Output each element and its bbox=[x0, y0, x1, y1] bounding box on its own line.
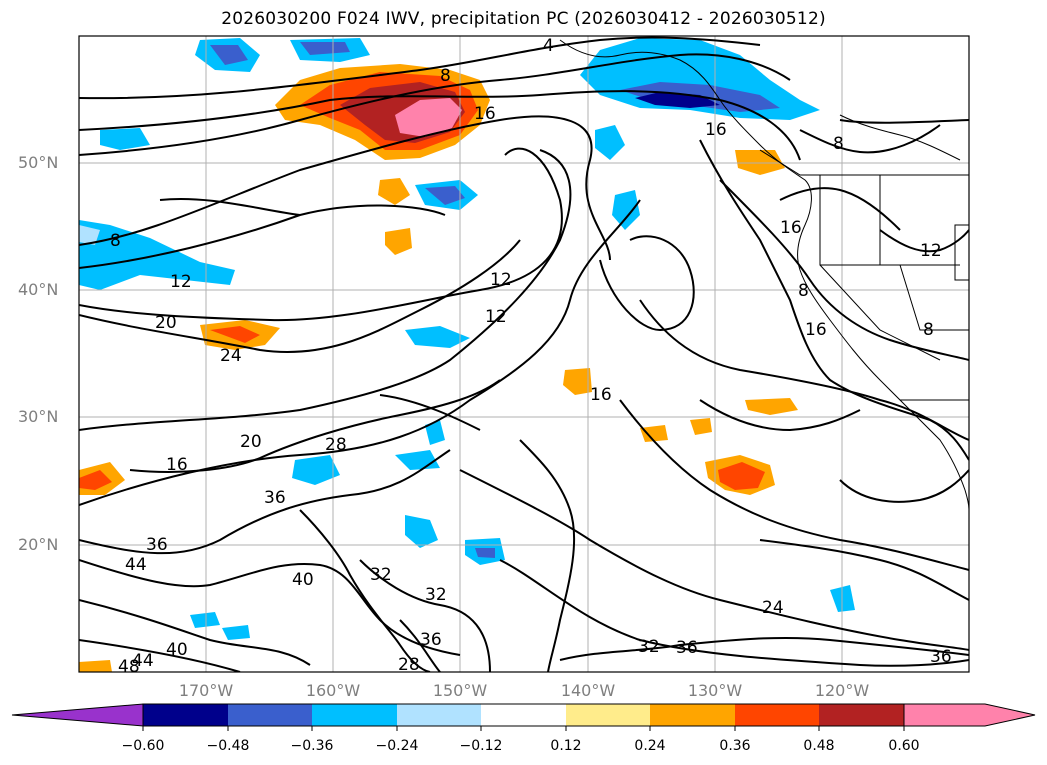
contour-label: 8 bbox=[110, 231, 121, 251]
lon-label-150w: 150°W bbox=[432, 681, 488, 700]
lon-label-130w: 130°W bbox=[687, 681, 743, 700]
iwv-contours bbox=[79, 36, 969, 672]
colorbar-tick-label: −0.24 bbox=[375, 738, 419, 754]
contour-label: 16 bbox=[805, 320, 827, 340]
contour-label: 32 bbox=[638, 637, 660, 657]
colorbar-tick-label: −0.60 bbox=[121, 738, 165, 754]
contour-label: 4 bbox=[543, 36, 554, 56]
colorbar-tick-label: 0.24 bbox=[634, 738, 666, 754]
colorbar-tick-label: −0.48 bbox=[206, 738, 250, 754]
lon-label-160w: 160°W bbox=[305, 681, 361, 700]
colorbar-frame bbox=[142, 703, 905, 727]
contour-label: 12 bbox=[170, 272, 192, 292]
colorbar-segment bbox=[819, 704, 904, 726]
contour-label: 20 bbox=[240, 432, 262, 452]
lat-label-30n: 30°N bbox=[18, 407, 59, 426]
colorbar-segment bbox=[650, 704, 735, 726]
graticule bbox=[79, 36, 969, 672]
contour-label: 24 bbox=[220, 346, 242, 366]
contour-label: 12 bbox=[490, 270, 512, 290]
colorbar-tick-label: −0.36 bbox=[290, 738, 334, 754]
contour-label: 8 bbox=[798, 281, 809, 301]
colorbar-segment bbox=[143, 704, 228, 726]
precip-shading bbox=[79, 38, 855, 672]
contour-label: 36 bbox=[930, 647, 952, 667]
colorbar bbox=[11, 703, 1036, 731]
coastlines bbox=[559, 39, 969, 511]
colorbar-segment bbox=[397, 704, 481, 726]
contour-label: 32 bbox=[370, 565, 392, 585]
contour-label: 32 bbox=[425, 585, 447, 605]
colorbar-tick-label: 0.48 bbox=[803, 738, 835, 754]
contour-label: 36 bbox=[676, 638, 698, 658]
colorbar-segment bbox=[228, 704, 312, 726]
lat-label-50n: 50°N bbox=[18, 153, 59, 172]
contour-label: 44 bbox=[125, 555, 147, 575]
contour-label: 44 bbox=[132, 651, 154, 671]
contour-label: 40 bbox=[166, 640, 188, 660]
contour-label: 8 bbox=[440, 66, 451, 86]
contour-label: 20 bbox=[155, 313, 177, 333]
contour-label: 24 bbox=[762, 598, 784, 618]
lon-label-140w: 140°W bbox=[560, 681, 616, 700]
map-area: 4 8 16 8 12 12 12 20 24 16 16 16 12 8 8 … bbox=[79, 36, 969, 677]
colorbar-tick-label: 0.12 bbox=[550, 738, 582, 754]
contour-label: 40 bbox=[292, 570, 314, 590]
colorbar-extend-left bbox=[11, 703, 144, 727]
contour-label: 8 bbox=[923, 320, 934, 340]
colorbar-tick-label: −0.12 bbox=[459, 738, 503, 754]
contour-label: 16 bbox=[474, 104, 496, 124]
colorbar-segment bbox=[312, 704, 397, 726]
contour-label: 16 bbox=[590, 385, 612, 405]
contour-label: 12 bbox=[485, 307, 507, 327]
contour-labels: 4 8 16 8 12 12 12 20 24 16 16 16 12 8 8 … bbox=[110, 36, 952, 677]
contour-label: 12 bbox=[920, 241, 942, 261]
lon-label-170w: 170°W bbox=[178, 681, 234, 700]
colorbar-tick-label: 0.60 bbox=[888, 738, 920, 754]
lat-label-20n: 20°N bbox=[18, 535, 59, 554]
colorbar-segment bbox=[735, 704, 819, 726]
contour-label: 8 bbox=[833, 134, 844, 154]
lon-label-120w: 120°W bbox=[814, 681, 870, 700]
colorbar-tick-label: 0.36 bbox=[719, 738, 751, 754]
contour-label: 28 bbox=[398, 655, 420, 675]
contour-label: 16 bbox=[780, 218, 802, 238]
map-frame bbox=[78, 35, 970, 673]
contour-label: 16 bbox=[705, 120, 727, 140]
contour-label: 36 bbox=[146, 535, 168, 555]
contour-label: 28 bbox=[325, 435, 347, 455]
figure-title: 2026030200 F024 IWV, precipitation PC (2… bbox=[221, 9, 826, 29]
colorbar-segment bbox=[566, 704, 650, 726]
contour-label: 48 bbox=[118, 657, 140, 677]
contour-label: 16 bbox=[166, 455, 188, 475]
colorbar-segment bbox=[481, 704, 566, 726]
lat-label-40n: 40°N bbox=[18, 280, 59, 299]
contour-label: 36 bbox=[420, 630, 442, 650]
colorbar-extend-right bbox=[903, 703, 1036, 727]
contour-label: 36 bbox=[264, 488, 286, 508]
